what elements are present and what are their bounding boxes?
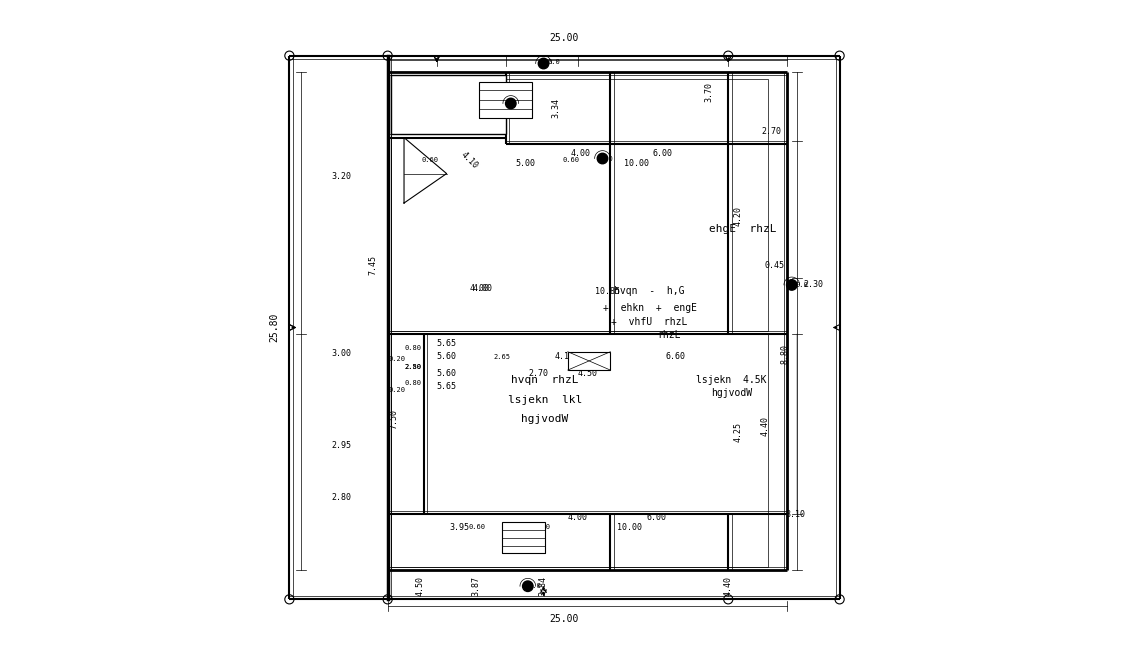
Text: 2.70: 2.70 [528,369,549,378]
Circle shape [523,581,533,591]
Text: 5.60: 5.60 [437,369,456,378]
Text: 4.50: 4.50 [577,369,597,378]
Text: 4.50: 4.50 [577,359,597,368]
Text: ehgE  rhzL: ehgE rhzL [709,224,776,234]
Text: 0.0: 0.0 [795,282,808,288]
Text: 5.65: 5.65 [437,339,456,348]
Text: +  ehkn  +  engE: + ehkn + engE [603,303,697,313]
Circle shape [506,98,516,109]
Text: hgjvodW: hgjvodW [711,388,752,398]
Text: 4.00: 4.00 [473,284,492,293]
Bar [391,334,768,567]
Text: 0.0: 0.0 [513,100,525,107]
Text: 6.60: 6.60 [666,352,685,362]
Bar [502,522,545,553]
Text: 0.60: 0.60 [469,524,485,531]
Text: hgjvodW: hgjvodW [522,414,569,424]
Text: 4.10: 4.10 [460,150,480,171]
Text: 7.45: 7.45 [369,255,378,275]
Text: 3.20: 3.20 [332,172,351,181]
Text: 0.20: 0.20 [390,356,406,362]
Text: 3.45: 3.45 [478,98,487,118]
Text: 0.80: 0.80 [404,379,421,386]
Text: 0.20: 0.20 [390,387,406,394]
Text: 2.95: 2.95 [332,441,351,450]
Text: 3.10: 3.10 [786,510,805,519]
Text: 10.00: 10.00 [624,159,649,168]
Text: 4.20: 4.20 [734,206,743,226]
Text: 0.80: 0.80 [404,345,421,352]
Text: 6.00: 6.00 [646,513,666,522]
Text: 5.65: 5.65 [437,382,456,391]
Text: 4.15: 4.15 [422,82,431,102]
Text: 0.0: 0.0 [601,155,613,162]
Text: 6.00: 6.00 [653,149,673,159]
Text: 25.00: 25.00 [550,33,579,43]
Text: 7.50: 7.50 [390,409,399,429]
Text: 2.50: 2.50 [404,364,421,370]
Text: hvqn  -  h,G: hvqn - h,G [614,286,685,297]
Circle shape [787,280,797,290]
Text: 5.00: 5.00 [515,159,535,168]
Text: 0.0: 0.0 [528,583,541,590]
Bar [391,75,506,134]
Text: 2.80: 2.80 [332,493,351,502]
Text: 0.0: 0.0 [548,59,560,66]
Text: 0.60: 0.60 [534,524,551,531]
Text: 5.15: 5.15 [515,523,535,532]
Text: 4.10: 4.10 [554,352,575,362]
Text: 3.70: 3.70 [704,82,714,102]
Text: 10.85: 10.85 [595,287,620,296]
Text: lsjekn  4.5K: lsjekn 4.5K [697,375,767,385]
Bar [391,79,768,331]
Bar [480,82,532,118]
Text: 4.25: 4.25 [734,422,743,442]
Bar [391,334,768,567]
Text: 2.30: 2.30 [804,280,823,290]
Text: 3.95: 3.95 [449,523,470,532]
Text: 5.60: 5.60 [437,352,456,362]
Text: 2.80: 2.80 [404,364,421,370]
Text: 25.00: 25.00 [550,614,579,624]
Circle shape [539,58,549,69]
Bar [391,79,768,331]
Text: 0.45: 0.45 [764,261,785,270]
Text: 4.00: 4.00 [571,149,590,159]
Text: 25.80: 25.80 [270,313,280,342]
Bar [568,352,611,370]
Text: rhzL: rhzL [657,330,681,341]
Text: 4.40: 4.40 [724,576,733,596]
Text: 3.84: 3.84 [539,576,548,596]
Text: 10.00: 10.00 [618,523,642,532]
Text: +  vhfU  rhzL: + vhfU rhzL [612,317,688,328]
Text: 0.60: 0.60 [562,157,579,164]
Text: 4.00: 4.00 [470,284,489,293]
Text: 3.34: 3.34 [551,98,560,118]
Circle shape [597,153,607,164]
Text: 4.50: 4.50 [415,576,425,596]
Text: 3.00: 3.00 [332,349,351,358]
Text: 8.80: 8.80 [780,344,789,364]
Text: 3.87: 3.87 [472,576,481,596]
Text: lsjekn  lkl: lsjekn lkl [508,394,581,405]
Text: 4.40: 4.40 [761,416,770,436]
Text: 2.70: 2.70 [761,126,781,136]
Text: 4.00: 4.00 [568,513,587,522]
Text: 0.60: 0.60 [422,157,439,164]
Text: 2.65: 2.65 [493,354,510,360]
Text: hvqn  rhzL: hvqn rhzL [511,375,578,385]
